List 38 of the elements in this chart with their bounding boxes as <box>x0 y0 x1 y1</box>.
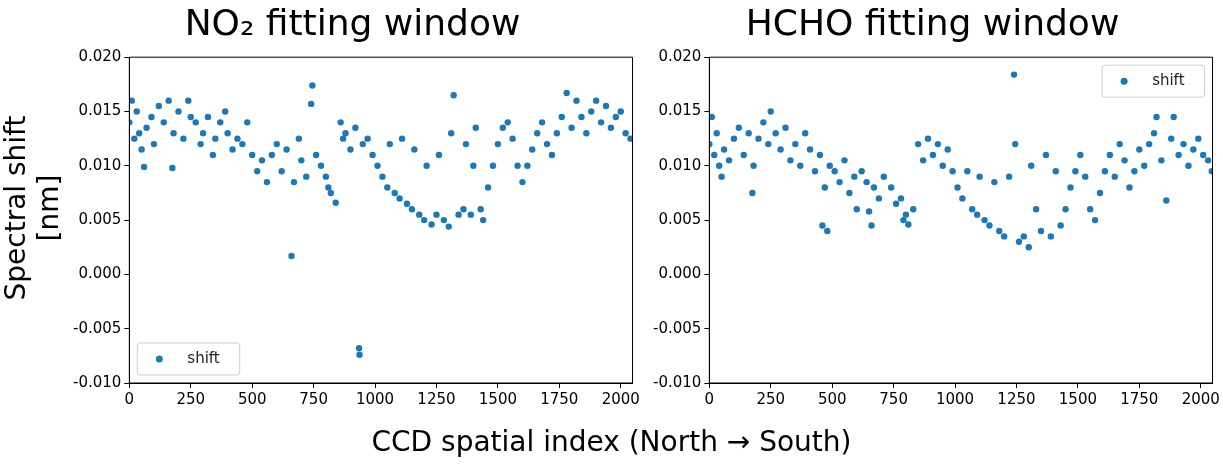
x-tick-label: 0 <box>124 389 135 408</box>
y-tick-label: -0.010 <box>73 372 122 391</box>
y-tick-label: 0.020 <box>78 47 122 66</box>
x-tick-label: 500 <box>237 389 267 408</box>
y-tick-label: 0.010 <box>78 155 122 174</box>
y-tick-label: 0.010 <box>658 155 702 174</box>
y-tick-label: 0.000 <box>78 264 122 283</box>
y-tick-label: -0.005 <box>653 318 702 337</box>
x-tick-label: 500 <box>817 389 847 408</box>
x-tick-label: 750 <box>299 389 328 408</box>
x-tick-label: 250 <box>756 389 786 408</box>
x-tick-label: 250 <box>176 389 206 408</box>
x-tick-label: 1000 <box>355 389 395 408</box>
x-tick-label: 2000 <box>1181 389 1220 408</box>
y-axis-title: Spectral shift [nm] <box>0 114 65 303</box>
y-tick-label: -0.005 <box>73 318 122 337</box>
x-tick-label: 1750 <box>540 389 579 408</box>
x-tick-label: 1750 <box>1120 389 1159 408</box>
chart-title: HCHO fitting window <box>745 1 1120 43</box>
x-tick-label: 1000 <box>935 389 975 408</box>
y-tick-label: -0.010 <box>653 372 702 391</box>
x-tick-label: 2000 <box>601 389 640 408</box>
chart-title: NO₂ fitting window <box>184 1 521 43</box>
x-tick-label: 1500 <box>1058 389 1097 408</box>
x-tick-label: 1250 <box>997 389 1036 408</box>
x-tick-label: 1250 <box>417 389 456 408</box>
y-tick-label: 0.005 <box>658 209 702 228</box>
x-tick-label: 0 <box>704 389 715 408</box>
y-tick-label: 0.005 <box>78 209 122 228</box>
y-tick-label: 0.000 <box>658 264 702 283</box>
y-tick-label: 0.015 <box>658 101 702 120</box>
x-tick-label: 750 <box>879 389 908 408</box>
y-tick-label: 0.015 <box>78 101 122 120</box>
legend-label: shift <box>187 348 220 367</box>
x-tick-label: 1500 <box>478 389 517 408</box>
legend-label: shift <box>1152 71 1185 90</box>
y-tick-label: 0.020 <box>658 47 702 66</box>
x-axis-title: CCD spatial index (North → South) <box>370 425 853 458</box>
